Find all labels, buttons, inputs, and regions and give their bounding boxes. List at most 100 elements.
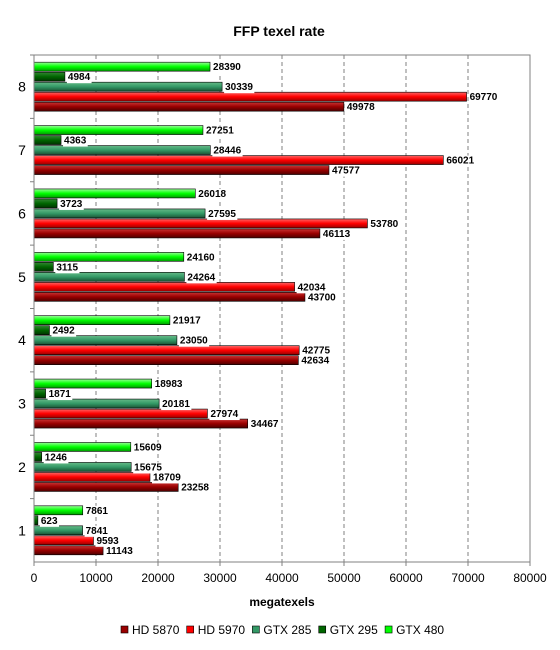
data-label-bg (95, 535, 121, 547)
data-label-bg (178, 335, 210, 347)
x-tick-label: 40000 (265, 571, 299, 585)
data-label: 34467 (251, 419, 279, 430)
category-label: 8 (18, 79, 26, 95)
data-label: 23050 (180, 336, 208, 347)
data-label-bg (249, 419, 280, 431)
data-label: 18983 (155, 379, 183, 390)
data-label: 11143 (106, 546, 133, 557)
bar (33, 262, 54, 272)
data-label-bg (55, 262, 80, 274)
bar (33, 188, 196, 199)
data-label: 27251 (206, 126, 234, 137)
data-label-bg (445, 155, 476, 167)
chart-title: FFP texel rate (233, 23, 325, 39)
data-label: 30339 (225, 82, 253, 93)
grid-lines (95, 55, 469, 562)
x-tick-label: 50000 (327, 571, 361, 585)
category-label: 2 (18, 459, 26, 475)
x-tick-label: 10000 (79, 571, 113, 585)
data-label-bg (63, 135, 88, 147)
data-label-bg (39, 515, 59, 527)
data-label: 21917 (173, 316, 201, 327)
data-label: 24160 (187, 252, 215, 263)
legend-swatch (384, 625, 393, 634)
data-label-bg (43, 452, 69, 464)
bar (33, 145, 211, 155)
data-label: 15609 (134, 442, 162, 453)
data-label-bg (132, 442, 164, 454)
legend-label: HD 5970 (198, 623, 246, 637)
data-label: 23258 (181, 482, 209, 493)
bar (33, 282, 295, 292)
legend-label: GTX 480 (396, 623, 444, 637)
data-label: 27974 (210, 409, 238, 420)
data-label: 69770 (470, 92, 498, 103)
bar (33, 81, 223, 92)
legend-label: GTX 295 (330, 623, 378, 637)
data-label-bg (209, 409, 240, 421)
data-label-bg (204, 125, 236, 137)
bar (33, 208, 206, 219)
data-label-bg (207, 208, 238, 220)
data-label-bg (105, 545, 135, 557)
data-label: 24264 (187, 272, 215, 283)
x-tick-label: 20000 (141, 571, 175, 585)
data-label-bg (321, 228, 352, 240)
data-label-bg (330, 165, 362, 177)
data-label: 9593 (96, 536, 119, 547)
bar (33, 71, 66, 82)
legend-swatch (186, 625, 194, 634)
data-label-bg (133, 462, 164, 474)
x-axis-ticks: 0 10000 20000 30000 40000 50000 60000 70000 8000… (31, 562, 547, 585)
x-tick-label: 80000 (513, 571, 547, 585)
data-label: 7861 (86, 506, 109, 517)
data-label: 66021 (446, 156, 474, 167)
bar (33, 515, 39, 526)
data-label: 7841 (86, 526, 109, 537)
data-label: 2492 (52, 326, 75, 337)
data-label: 43700 (308, 292, 336, 303)
bars (33, 61, 467, 556)
bar (33, 218, 368, 229)
data-label: 4984 (68, 72, 91, 83)
data-label: 623 (41, 516, 58, 527)
data-label-bg (51, 325, 77, 337)
bar (33, 442, 132, 452)
bar (33, 198, 58, 209)
data-label-bg (212, 62, 243, 74)
bar (33, 355, 299, 365)
data-label-bg (468, 92, 499, 104)
data-label: 1246 (45, 452, 68, 463)
bar (33, 292, 306, 302)
data-label: 53780 (370, 219, 398, 230)
bar (33, 101, 345, 112)
data-label-bg (185, 252, 217, 264)
data-label-bg (66, 72, 92, 84)
bar (33, 482, 179, 492)
bar (33, 388, 46, 399)
data-label-bg (224, 82, 255, 94)
category-label: 7 (18, 142, 26, 158)
data-label-bg (369, 218, 400, 230)
data-label-bg (345, 102, 377, 114)
bar (33, 378, 152, 389)
data-label-bg (153, 379, 184, 391)
legend: HD 5870 HD 5970 GTX 285 GTX 295 GTX 480 (120, 623, 444, 637)
legend-label: GTX 285 (263, 623, 311, 637)
bar (33, 315, 171, 325)
data-label: 42634 (301, 356, 329, 367)
bar (33, 61, 211, 72)
data-label: 42034 (298, 282, 326, 293)
bar (33, 135, 62, 145)
bar (33, 505, 84, 516)
bar (33, 398, 160, 409)
data-label: 46113 (323, 229, 351, 240)
bar (33, 408, 208, 419)
data-label: 28390 (213, 62, 241, 73)
x-axis-title: megatexels (249, 595, 315, 609)
data-label: 27595 (208, 209, 236, 220)
data-label-bg (47, 389, 73, 401)
bar (33, 545, 104, 556)
bar (33, 472, 151, 482)
